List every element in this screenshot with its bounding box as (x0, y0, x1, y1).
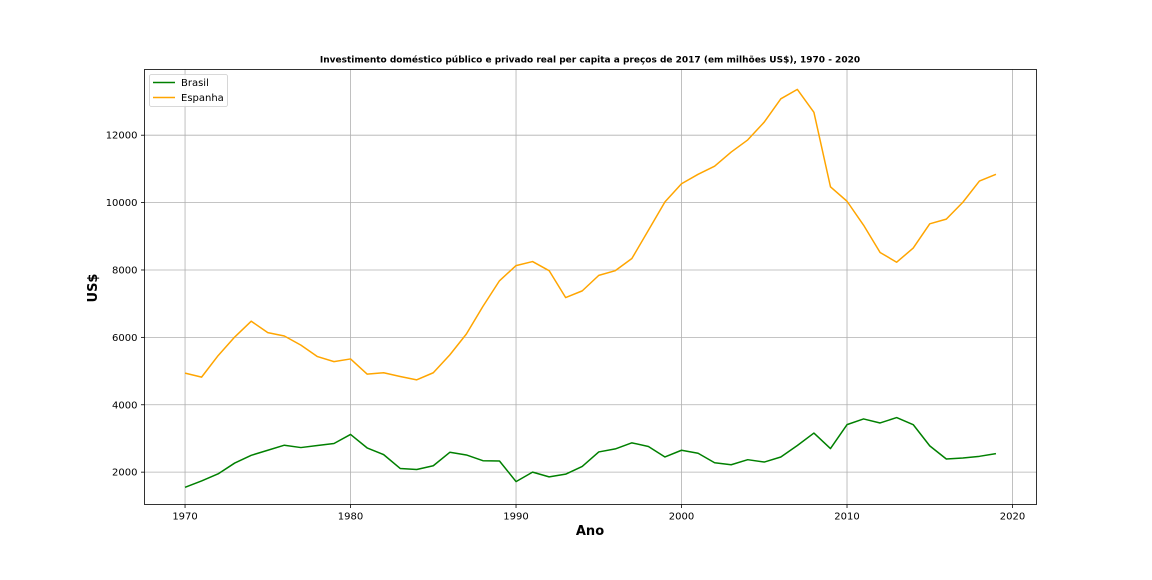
y-tick-label: 12000 (106, 131, 138, 142)
y-tick-label: 4000 (112, 400, 137, 411)
x-tick-label: 2010 (834, 512, 859, 523)
y-tick-label: 2000 (112, 468, 137, 479)
x-tick-label: 1980 (338, 512, 363, 523)
series-group (184, 88, 997, 489)
x-axis-label: Ano (576, 524, 604, 539)
legend-label-espanha: Espanha (181, 93, 224, 104)
y-tick-label: 10000 (106, 198, 138, 209)
x-axis: 1970 1980 1990 2000 2010 2020 (172, 504, 1025, 523)
series-line-espanha (184, 88, 997, 381)
plot-area-frame (144, 69, 1037, 505)
y-tick-label: 6000 (112, 333, 137, 344)
y-axis-label: US$ (86, 274, 101, 303)
grid (144, 69, 1037, 505)
y-tick-label: 8000 (112, 265, 137, 276)
x-tick-label: 1970 (172, 512, 197, 523)
legend: Brasil Espanha (149, 74, 228, 107)
legend-label-brasil: Brasil (181, 78, 209, 89)
series-line-brasil (184, 416, 997, 489)
x-tick-label: 1990 (503, 512, 528, 523)
chart-title: Investimento doméstico público e privado… (320, 55, 860, 66)
x-tick-label: 2000 (669, 512, 694, 523)
x-tick-label: 2020 (1000, 512, 1025, 523)
y-axis: 2000 4000 6000 8000 10000 12000 (106, 131, 145, 479)
